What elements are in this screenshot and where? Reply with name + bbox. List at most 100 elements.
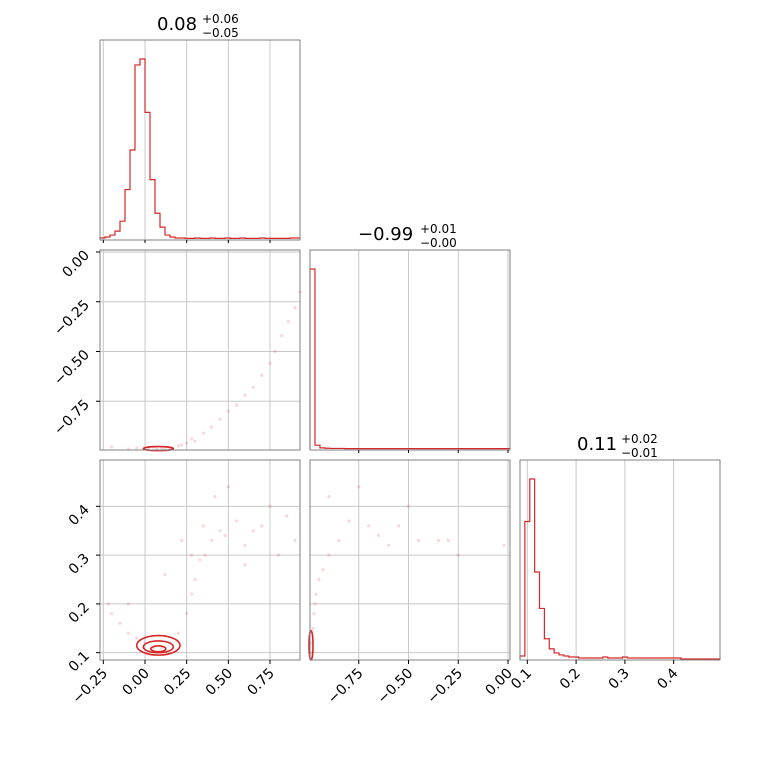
scatter-1-2-point-19 xyxy=(280,333,284,338)
scatter-2-3-point-5 xyxy=(314,592,318,596)
scatter-1-3-point-11 xyxy=(190,592,194,596)
scatter-2-3-point-8 xyxy=(327,553,331,557)
scatter-2-3-point-3 xyxy=(312,612,316,616)
scatter-2-3-point-13 xyxy=(387,543,391,547)
xtick-label-1-1: −0.50 xyxy=(375,666,417,708)
title-2-value: −0.99 xyxy=(358,224,413,245)
scatter-1-2-point-10 xyxy=(210,425,214,429)
scatter-1-2-point-14 xyxy=(243,393,247,397)
scatter-1-3-point-4 xyxy=(135,636,139,640)
scatter-2-3-point-7 xyxy=(321,568,325,572)
title-3-minus: −0.01 xyxy=(621,446,658,460)
scatter-2-3-point-11 xyxy=(357,485,361,489)
scatter-1-2-point-1 xyxy=(135,446,139,450)
ytick-label-2-0: 0.1 xyxy=(66,648,93,675)
hist-param-1-panel xyxy=(99,39,301,241)
scatter-2-3-point-22 xyxy=(377,534,381,538)
scatter-1-2-panel xyxy=(99,249,302,452)
scatter-2-3-panel xyxy=(308,459,511,661)
scatter-1-3-point-1 xyxy=(110,612,114,616)
scatter-2-3-point-2 xyxy=(311,626,315,630)
scatter-2-3-point-20 xyxy=(502,543,506,547)
scatter-1-2-contour-0 xyxy=(142,445,175,452)
title-param-1: 0.08 +0.06 −0.05 xyxy=(157,12,239,40)
scatter-1-3-contour-1 xyxy=(142,640,175,654)
xtick-label-2-2: 0.3 xyxy=(606,666,633,693)
scatter-1-3-point-26 xyxy=(243,563,247,567)
title-1-plus: +0.06 xyxy=(202,12,239,26)
hist-param-1-frame xyxy=(99,39,301,241)
title-2-plus: +0.01 xyxy=(420,222,457,236)
scatter-1-2-point-23 xyxy=(193,439,197,443)
scatter-1-3-point-0 xyxy=(106,602,110,606)
scatter-1-2-point-24 xyxy=(180,443,184,447)
scatter-1-3-point-12 xyxy=(193,577,197,582)
scatter-2-3-point-14 xyxy=(396,524,401,528)
hist-param-2-panel xyxy=(309,249,511,451)
scatter-2-3-point-17 xyxy=(436,538,440,543)
scatter-2-3-point-18 xyxy=(446,538,450,543)
title-2-minus: −0.00 xyxy=(420,236,457,250)
scatter-2-3-point-15 xyxy=(406,504,411,508)
scatter-1-3-point-15 xyxy=(210,538,214,543)
scatter-2-3-point-6 xyxy=(317,577,321,582)
scatter-2-3-point-19 xyxy=(456,553,460,557)
scatter-2-3-point-10 xyxy=(347,519,351,523)
scatter-1-2-point-16 xyxy=(260,373,264,377)
title-3-plus: +0.02 xyxy=(621,432,658,446)
ytick-label-1-1: −0.25 xyxy=(51,297,93,339)
scatter-1-2-point-21 xyxy=(293,306,297,310)
scatter-1-3-point-2 xyxy=(118,621,122,626)
xtick-label-0-4: 0.75 xyxy=(244,666,277,699)
scatter-1-3-point-18 xyxy=(226,485,230,489)
title-3-value: 0.11 xyxy=(577,434,617,455)
scatter-1-3-point-20 xyxy=(243,543,247,547)
title-1-value: 0.08 xyxy=(157,14,197,35)
hist-param-3-panel xyxy=(519,459,721,661)
scatter-1-2-point-20 xyxy=(286,320,290,324)
xtick-label-0-2: 0.25 xyxy=(161,666,194,699)
scatter-1-2-point-13 xyxy=(235,403,239,407)
scatter-1-3-panel xyxy=(99,459,301,661)
scatter-1-2-point-8 xyxy=(190,437,194,441)
scatter-1-3-point-32 xyxy=(190,553,194,557)
xtick-label-2-0: 0.1 xyxy=(508,666,535,693)
ytick-label-2-3: 0.4 xyxy=(66,502,93,529)
xtick-label-0-3: 0.50 xyxy=(203,666,236,699)
scatter-1-3-contour-0 xyxy=(150,645,167,653)
title-param-2: −0.99 +0.01 −0.00 xyxy=(358,222,457,250)
ytick-label-1-2: −0.50 xyxy=(51,347,93,389)
title-param-3: 0.11 +0.02 −0.01 xyxy=(577,432,658,460)
scatter-1-3-point-27 xyxy=(213,494,217,499)
scatter-1-3-point-21 xyxy=(260,524,264,528)
scatter-2-3-point-9 xyxy=(337,538,341,543)
hist-param-2-frame xyxy=(309,249,511,451)
scatter-1-2-point-7 xyxy=(185,441,189,445)
ytick-label-1-3: −0.75 xyxy=(51,397,93,439)
scatter-1-2-point-17 xyxy=(268,361,272,366)
scatter-2-3-frame xyxy=(309,459,511,661)
scatter-1-2-point-15 xyxy=(251,385,255,389)
scatter-1-3-point-28 xyxy=(201,524,205,528)
hist-param-1-step xyxy=(99,58,301,240)
scatter-1-3-point-14 xyxy=(203,553,207,557)
scatter-1-3-point-23 xyxy=(276,553,280,557)
scatter-2-3-point-16 xyxy=(416,538,421,543)
scatter-1-2-point-12 xyxy=(226,409,230,413)
scatter-1-3-point-31 xyxy=(163,573,167,577)
hist-param-2-step xyxy=(309,268,511,450)
ytick-label-2-1: 0.2 xyxy=(66,599,93,626)
scatter-1-3-point-33 xyxy=(251,529,255,533)
xtick-label-2-3: 0.4 xyxy=(654,665,681,692)
scatter-1-3-point-17 xyxy=(223,534,227,538)
scatter-2-3-point-21 xyxy=(327,494,331,499)
ytick-label-2-2: 0.3 xyxy=(66,551,93,578)
scatter-1-2-point-9 xyxy=(201,431,205,435)
scatter-1-3-point-25 xyxy=(293,538,297,543)
scatter-1-3-point-22 xyxy=(268,504,272,508)
xtick-label-2-1: 0.2 xyxy=(557,666,584,693)
scatter-1-3-point-24 xyxy=(285,514,289,518)
hist-param-3-step xyxy=(519,478,720,660)
scatter-1-2-point-11 xyxy=(218,417,222,421)
